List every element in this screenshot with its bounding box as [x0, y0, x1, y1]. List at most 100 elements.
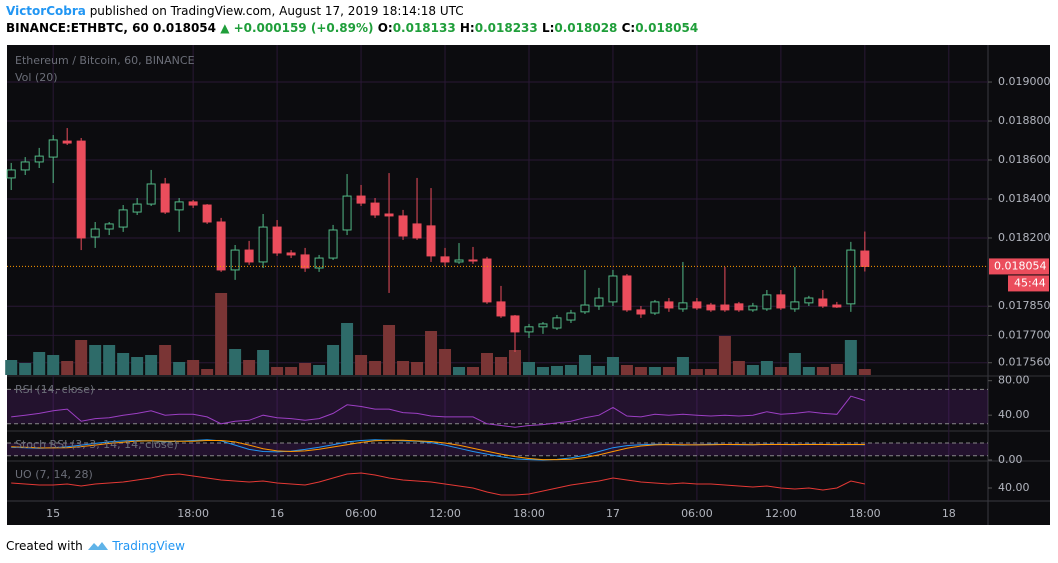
volume-bar: [592, 366, 605, 375]
ohlc-value: 0.018133: [392, 21, 456, 35]
candle-body: [678, 302, 688, 310]
candle-body: [622, 275, 632, 311]
candle-body: [146, 183, 156, 205]
volume-bar: [536, 367, 549, 375]
volume-bar: [201, 369, 214, 375]
candle-body: [328, 229, 338, 259]
candle-body: [776, 294, 786, 309]
candle-body: [314, 257, 324, 269]
ohlc-label: H:: [459, 21, 475, 35]
volume-bar: [19, 363, 32, 375]
candle-body: [608, 275, 618, 303]
volume-bar: [369, 361, 382, 375]
candle-body: [846, 249, 856, 305]
candle-body: [356, 195, 366, 204]
candle-body: [706, 304, 716, 311]
candle-body: [412, 223, 422, 239]
volume-bar: [75, 340, 88, 375]
last-price-box: [989, 258, 1049, 275]
volume-bar: [131, 357, 144, 375]
volume-bar: [173, 362, 186, 375]
volume-bar: [215, 293, 228, 375]
ohlc-label: L:: [541, 21, 555, 35]
candle-body: [6, 169, 16, 179]
x-tick-label: 06:00: [681, 507, 713, 520]
candle-body: [804, 297, 814, 304]
x-tick-label: 12:00: [429, 507, 461, 520]
candle-body: [76, 140, 86, 239]
volume-bar: [830, 364, 843, 375]
volume-bar: [439, 349, 452, 375]
candle-body: [692, 301, 702, 309]
volume-bar: [606, 357, 619, 375]
stoch-line: [11, 439, 865, 461]
candle-body: [34, 155, 44, 163]
candle-body: [188, 201, 198, 206]
volume-bar: [257, 350, 270, 375]
y-tick-label: 40.00: [998, 408, 1030, 421]
author[interactable]: VictorCobra: [6, 4, 86, 18]
volume-bar: [187, 360, 200, 375]
x-tick-label: 06:00: [345, 507, 377, 520]
candle-body: [496, 301, 506, 317]
volume-bar: [620, 365, 633, 375]
volume-bar: [61, 361, 74, 375]
y-tick-label: 0.018600: [998, 153, 1051, 166]
volume-bar: [397, 361, 410, 375]
y-tick-label: 0.018400: [998, 192, 1051, 205]
y-tick-label: 0.019000: [998, 75, 1051, 88]
volume-bar: [634, 367, 647, 375]
volume-bar: [662, 367, 675, 375]
footer-brand[interactable]: TradingView: [112, 539, 185, 553]
candle-body: [510, 315, 520, 333]
candle-body: [48, 139, 58, 158]
y-tick-label: 40.00: [998, 481, 1030, 494]
volume-bar: [243, 360, 256, 375]
candle-body: [720, 304, 730, 311]
volume-bar: [299, 363, 312, 375]
volume-bar: [746, 365, 759, 375]
countdown-box: [1008, 275, 1049, 292]
volume-bar: [718, 336, 731, 375]
y-tick-label: 0.018800: [998, 114, 1051, 127]
volume-bar: [327, 345, 340, 375]
y-tick-label: 0.017700: [998, 328, 1051, 341]
volume-bar: [802, 367, 815, 375]
volume-bar: [229, 349, 242, 375]
x-tick-label: 18: [942, 507, 956, 520]
candle-body: [748, 305, 758, 311]
y-tick-label: 0.00: [998, 453, 1023, 466]
volume-bar: [578, 355, 591, 375]
volume-bar: [564, 365, 577, 375]
candle-body: [818, 298, 828, 307]
candle-body: [244, 249, 254, 263]
volume-bar: [103, 345, 116, 375]
candle-body: [440, 256, 450, 263]
last-price-label: 0.018054: [994, 259, 1047, 272]
ohlc-label: C:: [621, 21, 636, 35]
candle-body: [398, 215, 408, 237]
candle-body: [62, 140, 72, 144]
candle-body: [790, 301, 800, 310]
candle-body: [272, 226, 282, 254]
x-tick-label: 18:00: [849, 507, 881, 520]
candle-body: [468, 259, 478, 262]
logo-shape: [87, 542, 108, 550]
uo-line: [11, 472, 866, 496]
candle-body: [482, 258, 492, 303]
pane-label: Stoch RSI (3, 3, 14, 14, close): [15, 438, 178, 451]
volume-bar: [676, 357, 689, 375]
volume-bar: [383, 325, 396, 375]
change: ▲ +0.000159 (+0.89%): [220, 21, 374, 35]
candle-body: [258, 226, 268, 263]
volume-bar: [732, 361, 745, 375]
candle-body: [734, 303, 744, 311]
volume-bar: [844, 340, 857, 375]
volume-bar: [355, 355, 368, 375]
chart-title: Ethereum / Bitcoin, 60, BINANCE: [15, 54, 195, 67]
y-tick-label: 0.018200: [998, 231, 1051, 244]
candle-body: [216, 221, 226, 271]
candle-body: [104, 223, 114, 230]
